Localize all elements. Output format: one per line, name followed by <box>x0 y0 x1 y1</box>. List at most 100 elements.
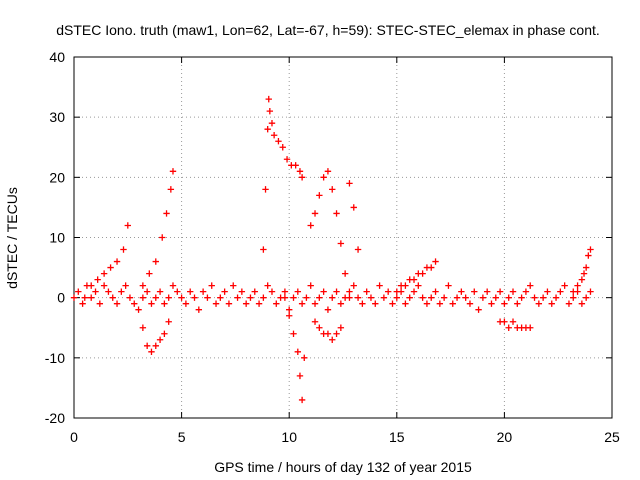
data-point <box>333 330 340 337</box>
data-point <box>298 396 306 404</box>
data-point <box>260 246 267 253</box>
data-point <box>329 186 336 193</box>
data-point <box>471 288 478 295</box>
data-point <box>580 270 588 277</box>
data-point <box>324 306 332 313</box>
data-point <box>208 282 215 289</box>
data-point <box>527 324 534 331</box>
data-point <box>96 300 104 307</box>
data-point <box>161 330 168 337</box>
data-point <box>535 300 543 307</box>
data-point <box>410 276 418 283</box>
data-point <box>260 294 267 301</box>
data-point <box>539 294 547 301</box>
data-point <box>333 210 340 217</box>
data-point <box>501 300 508 307</box>
data-point <box>152 258 159 265</box>
data-point <box>522 288 530 295</box>
data-point <box>270 132 278 139</box>
data-point <box>578 300 586 307</box>
data-point <box>290 330 297 337</box>
data-point <box>251 288 258 295</box>
data-point <box>410 288 418 295</box>
data-point <box>333 288 340 295</box>
data-point <box>139 324 147 331</box>
data-point <box>329 336 336 343</box>
data-point <box>148 300 155 307</box>
grid <box>74 57 612 418</box>
data-point <box>212 300 220 307</box>
data-point <box>307 282 314 289</box>
data-point <box>582 294 590 301</box>
y-axis-label: dSTEC / TECUs <box>4 187 20 289</box>
data-point <box>384 288 392 295</box>
data-point <box>122 282 129 289</box>
data-point <box>135 306 142 313</box>
data-point <box>187 288 194 295</box>
data-point <box>354 294 362 301</box>
data-point <box>156 336 164 343</box>
data-point <box>376 282 383 289</box>
y-tick-label: 40 <box>49 49 65 65</box>
data-point <box>275 138 282 145</box>
data-point <box>113 300 121 307</box>
y-tick-label: 20 <box>49 169 65 185</box>
x-tick-label: 0 <box>70 429 78 445</box>
data-point <box>126 294 134 301</box>
data-point <box>509 318 517 325</box>
data-point <box>120 246 127 253</box>
data-point <box>178 294 185 301</box>
data-point <box>372 300 379 307</box>
data-point <box>311 210 319 217</box>
data-point <box>167 186 175 193</box>
data-point <box>238 288 246 295</box>
data-point <box>294 288 302 295</box>
data-point <box>462 294 469 301</box>
data-point <box>148 348 155 356</box>
data-point <box>79 300 86 307</box>
data-point <box>402 282 409 289</box>
data-point <box>159 234 166 241</box>
data-point <box>432 258 439 265</box>
data-point <box>432 288 439 295</box>
data-point <box>88 294 95 301</box>
data-point <box>152 294 159 301</box>
data-point <box>341 270 349 277</box>
data-point <box>225 300 233 307</box>
data-point <box>75 288 82 295</box>
data-point <box>242 300 250 307</box>
data-point <box>423 300 431 307</box>
data-point <box>449 300 456 307</box>
data-point <box>230 282 237 289</box>
data-point <box>191 294 198 301</box>
data-point <box>301 354 308 362</box>
x-tick-label: 15 <box>389 429 405 445</box>
data-point <box>389 300 396 307</box>
data-point <box>283 156 291 163</box>
data-point <box>286 306 293 313</box>
data-point <box>165 294 172 301</box>
data-point <box>296 372 304 380</box>
data-point <box>281 288 289 295</box>
data-point <box>570 294 577 301</box>
y-tick-label: 10 <box>49 230 65 246</box>
x-tick-label: 25 <box>604 429 620 445</box>
data-point <box>514 300 521 307</box>
data-point <box>419 294 426 301</box>
data-point <box>92 288 99 295</box>
y-tick-label: -20 <box>45 410 65 426</box>
data-point <box>393 294 400 301</box>
data-point <box>557 288 564 295</box>
data-point <box>346 180 353 187</box>
data-point <box>324 330 332 337</box>
data-point <box>279 144 286 151</box>
data-point <box>453 294 461 301</box>
data-point <box>505 294 512 301</box>
data-point <box>509 288 517 295</box>
data-point <box>518 294 525 301</box>
data-point <box>406 294 413 301</box>
data-point <box>475 306 482 313</box>
data-point <box>182 300 190 307</box>
data-points <box>70 95 594 404</box>
